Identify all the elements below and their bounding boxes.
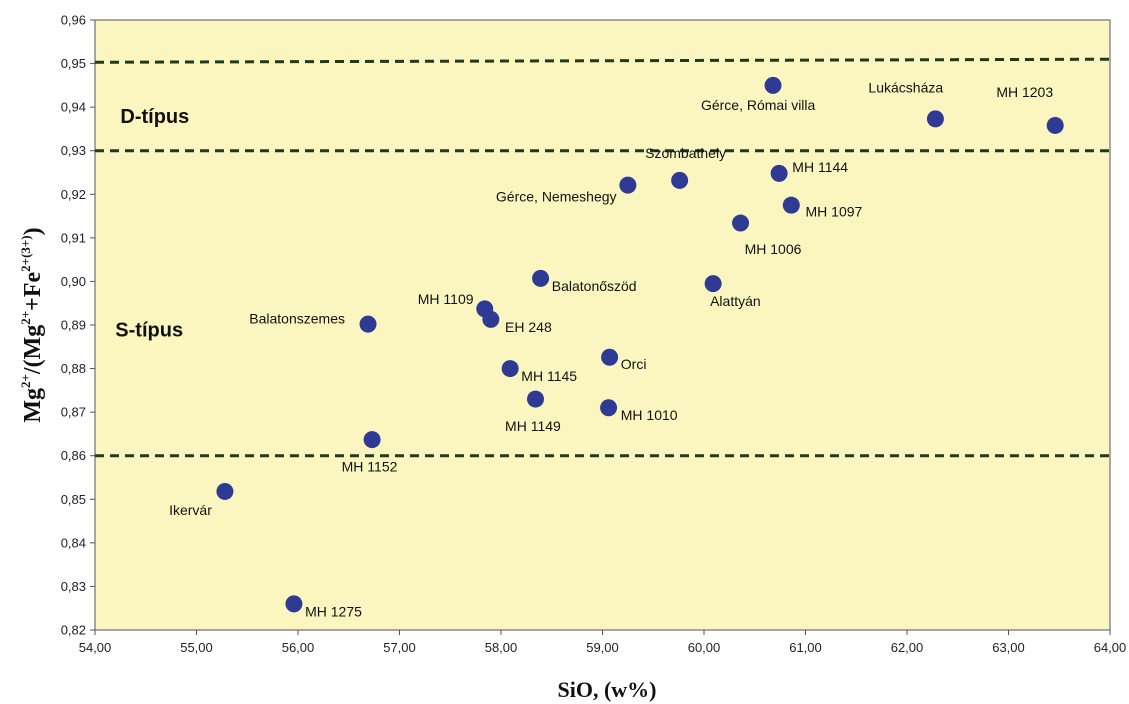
point-label: EH 248 <box>505 319 552 335</box>
data-point <box>359 315 377 333</box>
x-tick-label: 61,00 <box>789 640 822 655</box>
point-label: Orci <box>621 356 647 372</box>
data-point <box>600 399 618 417</box>
point-label: MH 1010 <box>621 407 678 423</box>
data-point <box>732 214 750 232</box>
point-label: MH 1275 <box>305 603 362 619</box>
y-tick-label: 0,89 <box>61 318 86 333</box>
data-point <box>601 348 619 366</box>
y-axis: 0,82 0,83 0,84 0,85 0,86 0,87 0,88 0,89 0,90 0,91… <box>61 13 95 638</box>
data-point <box>216 482 234 500</box>
data-point <box>285 595 303 613</box>
y-axis-title: Mg2+/(Mg2++Fe2+(3+)) <box>18 227 46 422</box>
y-tick-label: 0,90 <box>61 274 86 289</box>
y-tick-label: 0,96 <box>61 13 86 28</box>
data-point <box>482 310 500 328</box>
point-label: Ikervár <box>169 502 212 518</box>
data-point <box>770 164 788 182</box>
point-label: MH 1109 <box>418 291 474 307</box>
point-label: Szombathely <box>645 145 726 161</box>
data-point <box>532 269 550 287</box>
plot-area <box>94 19 1111 631</box>
y-tick-label: 0,95 <box>61 56 86 71</box>
data-point <box>619 176 637 194</box>
x-tick-label: 59,00 <box>586 640 619 655</box>
y-tick-label: 0,91 <box>61 230 86 245</box>
boundary-line <box>94 57 1111 64</box>
y-tick-label: 0,88 <box>61 361 86 376</box>
x-tick-label: 57,00 <box>383 640 416 655</box>
point-label: Gérce, Nemeshegy <box>496 188 617 204</box>
data-points <box>216 76 1064 613</box>
y-tick-label: 0,87 <box>61 405 86 420</box>
zone-label: D-típus <box>120 106 189 128</box>
x-tick-label: 60,00 <box>688 640 721 655</box>
y-tick-label: 0,94 <box>61 100 86 115</box>
point-label: MH 1152 <box>342 459 398 475</box>
y-tick-label: 0,92 <box>61 187 86 202</box>
point-label: MH 1097 <box>806 204 863 220</box>
point-label: MH 1145 <box>521 368 577 384</box>
x-tick-label: 54,00 <box>79 640 112 655</box>
zone-label: S-típus <box>115 319 183 341</box>
y-tick-label: 0,86 <box>61 448 86 463</box>
data-point <box>501 360 519 378</box>
y-tick-label: 0,82 <box>61 623 86 638</box>
x-tick-label: 62,00 <box>891 640 924 655</box>
point-label: MH 1203 <box>996 84 1053 100</box>
data-point <box>704 275 722 293</box>
data-point <box>782 196 800 214</box>
x-tick-label: 63,00 <box>992 640 1025 655</box>
data-point <box>926 110 944 128</box>
x-axis: 54,00 55,00 56,00 57,00 58,00 59,00 60,00 61,00… <box>79 630 1127 655</box>
x-tick-label: 56,00 <box>282 640 315 655</box>
data-point <box>363 431 381 449</box>
zone-labels: D-típus S-típus <box>115 106 189 342</box>
point-label: Gérce, Római villa <box>701 97 816 113</box>
point-label: Lukácsháza <box>868 80 943 96</box>
y-tick-label: 0,85 <box>61 492 86 507</box>
point-label: MH 1006 <box>745 241 802 257</box>
point-label: Alattyán <box>710 293 761 309</box>
point-label: MH 1149 <box>505 418 561 434</box>
point-label: Balatonszemes <box>249 310 345 326</box>
x-tick-label: 64,00 <box>1094 640 1127 655</box>
x-tick-label: 58,00 <box>485 640 518 655</box>
x-tick-label: 55,00 <box>180 640 213 655</box>
data-point <box>671 171 689 189</box>
y-tick-label: 0,93 <box>61 143 86 158</box>
point-label: Balatonőszöd <box>552 278 637 294</box>
boundary-lines <box>94 57 1111 458</box>
data-point <box>527 390 545 408</box>
y-tick-label: 0,83 <box>61 579 86 594</box>
data-point <box>764 76 782 94</box>
point-label: MH 1144 <box>792 159 848 175</box>
x-axis-title: SiO, (w%) <box>558 677 657 702</box>
point-labels: Gérce, Római villa Lukácsháza MH 1203 Szomb… <box>169 80 1053 620</box>
y-tick-label: 0,84 <box>61 535 86 550</box>
data-point <box>1046 116 1064 134</box>
